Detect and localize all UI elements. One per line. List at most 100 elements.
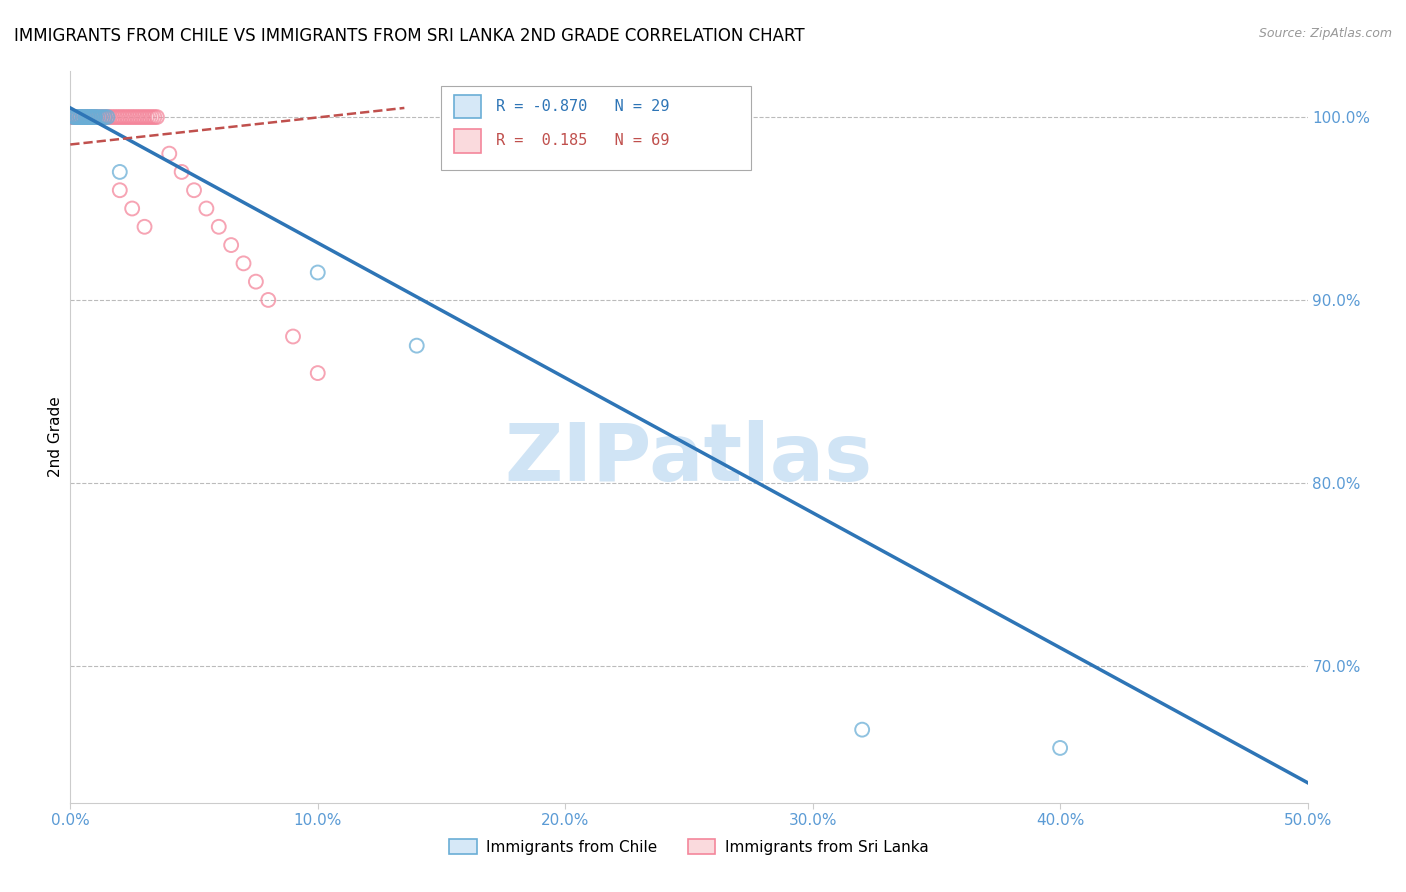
Point (115, 110, 138, 124)
Point (82, 110, 104, 124)
Point (65, 110, 87, 124)
Point (143, 110, 166, 124)
Point (82, 110, 104, 124)
Point (94, 110, 117, 124)
Point (72, 110, 94, 124)
Point (79, 110, 101, 124)
Point (96, 110, 118, 124)
Point (101, 110, 124, 124)
Point (79, 110, 101, 124)
Point (232, 256, 254, 270)
Point (134, 219, 156, 234)
Point (851, 723, 873, 737)
Point (307, 366, 329, 380)
Point (134, 110, 156, 124)
Point (89, 110, 111, 124)
Point (96, 110, 118, 124)
Point (65, 110, 87, 124)
Point (84, 110, 107, 124)
Point (94, 110, 117, 124)
Point (66, 110, 89, 124)
Point (121, 202, 143, 216)
Point (118, 110, 141, 124)
Legend: Immigrants from Chile, Immigrants from Sri Lanka: Immigrants from Chile, Immigrants from S… (443, 833, 935, 861)
Point (146, 110, 169, 124)
Point (75, 110, 97, 124)
Point (72, 110, 94, 124)
Point (75, 110, 97, 124)
Point (65, 110, 87, 124)
Text: IMMIGRANTS FROM CHILE VS IMMIGRANTS FROM SRI LANKA 2ND GRADE CORRELATION CHART: IMMIGRANTS FROM CHILE VS IMMIGRANTS FROM… (14, 27, 804, 45)
Point (91, 110, 114, 124)
Point (208, 219, 231, 234)
Point (108, 165, 131, 179)
Point (82, 110, 104, 124)
Point (72, 110, 94, 124)
Point (89, 110, 111, 124)
Point (128, 110, 150, 124)
Point (69, 110, 91, 124)
Point (1049, 740, 1071, 755)
Text: R = -0.870   N = 29: R = -0.870 N = 29 (496, 99, 669, 114)
Point (62, 110, 84, 124)
Point (138, 110, 160, 124)
Point (281, 329, 304, 343)
Text: ZIPatlas: ZIPatlas (505, 420, 873, 498)
Point (66, 110, 89, 124)
Point (75, 110, 97, 124)
Point (82, 110, 104, 124)
FancyBboxPatch shape (441, 86, 751, 170)
Point (69, 110, 91, 124)
Point (62, 110, 84, 124)
Point (65, 110, 87, 124)
Point (108, 110, 131, 124)
Point (76, 110, 98, 124)
Point (76, 110, 98, 124)
Point (69, 110, 91, 124)
Point (108, 183, 131, 197)
Point (76, 110, 98, 124)
Point (136, 110, 159, 124)
FancyBboxPatch shape (454, 129, 481, 153)
Point (72, 110, 94, 124)
Point (66, 110, 89, 124)
Text: Source: ZipAtlas.com: Source: ZipAtlas.com (1258, 27, 1392, 40)
Point (98, 110, 121, 124)
Point (170, 165, 193, 179)
FancyBboxPatch shape (454, 95, 481, 118)
Point (183, 183, 205, 197)
Point (82, 110, 104, 124)
Point (124, 110, 146, 124)
Point (91, 110, 114, 124)
Point (84, 110, 107, 124)
Point (72, 110, 94, 124)
Point (257, 293, 280, 307)
Point (86, 110, 108, 124)
Point (79, 110, 101, 124)
Point (75, 110, 97, 124)
Point (104, 110, 127, 124)
Point (114, 110, 136, 124)
Point (127, 110, 149, 124)
Point (405, 338, 427, 352)
Point (84, 110, 107, 124)
Point (141, 110, 163, 124)
Point (66, 110, 89, 124)
Y-axis label: 2nd Grade: 2nd Grade (48, 397, 63, 477)
Point (195, 202, 218, 216)
Point (307, 265, 329, 279)
Point (76, 110, 98, 124)
Point (84, 110, 107, 124)
Point (157, 146, 180, 161)
Point (105, 110, 128, 124)
Point (69, 110, 91, 124)
Point (69, 110, 91, 124)
Point (62, 110, 84, 124)
Point (219, 238, 242, 252)
Point (65, 110, 87, 124)
Text: R =  0.185   N = 69: R = 0.185 N = 69 (496, 133, 669, 148)
Point (79, 110, 101, 124)
Point (76, 110, 98, 124)
Point (79, 110, 101, 124)
Point (111, 110, 134, 124)
